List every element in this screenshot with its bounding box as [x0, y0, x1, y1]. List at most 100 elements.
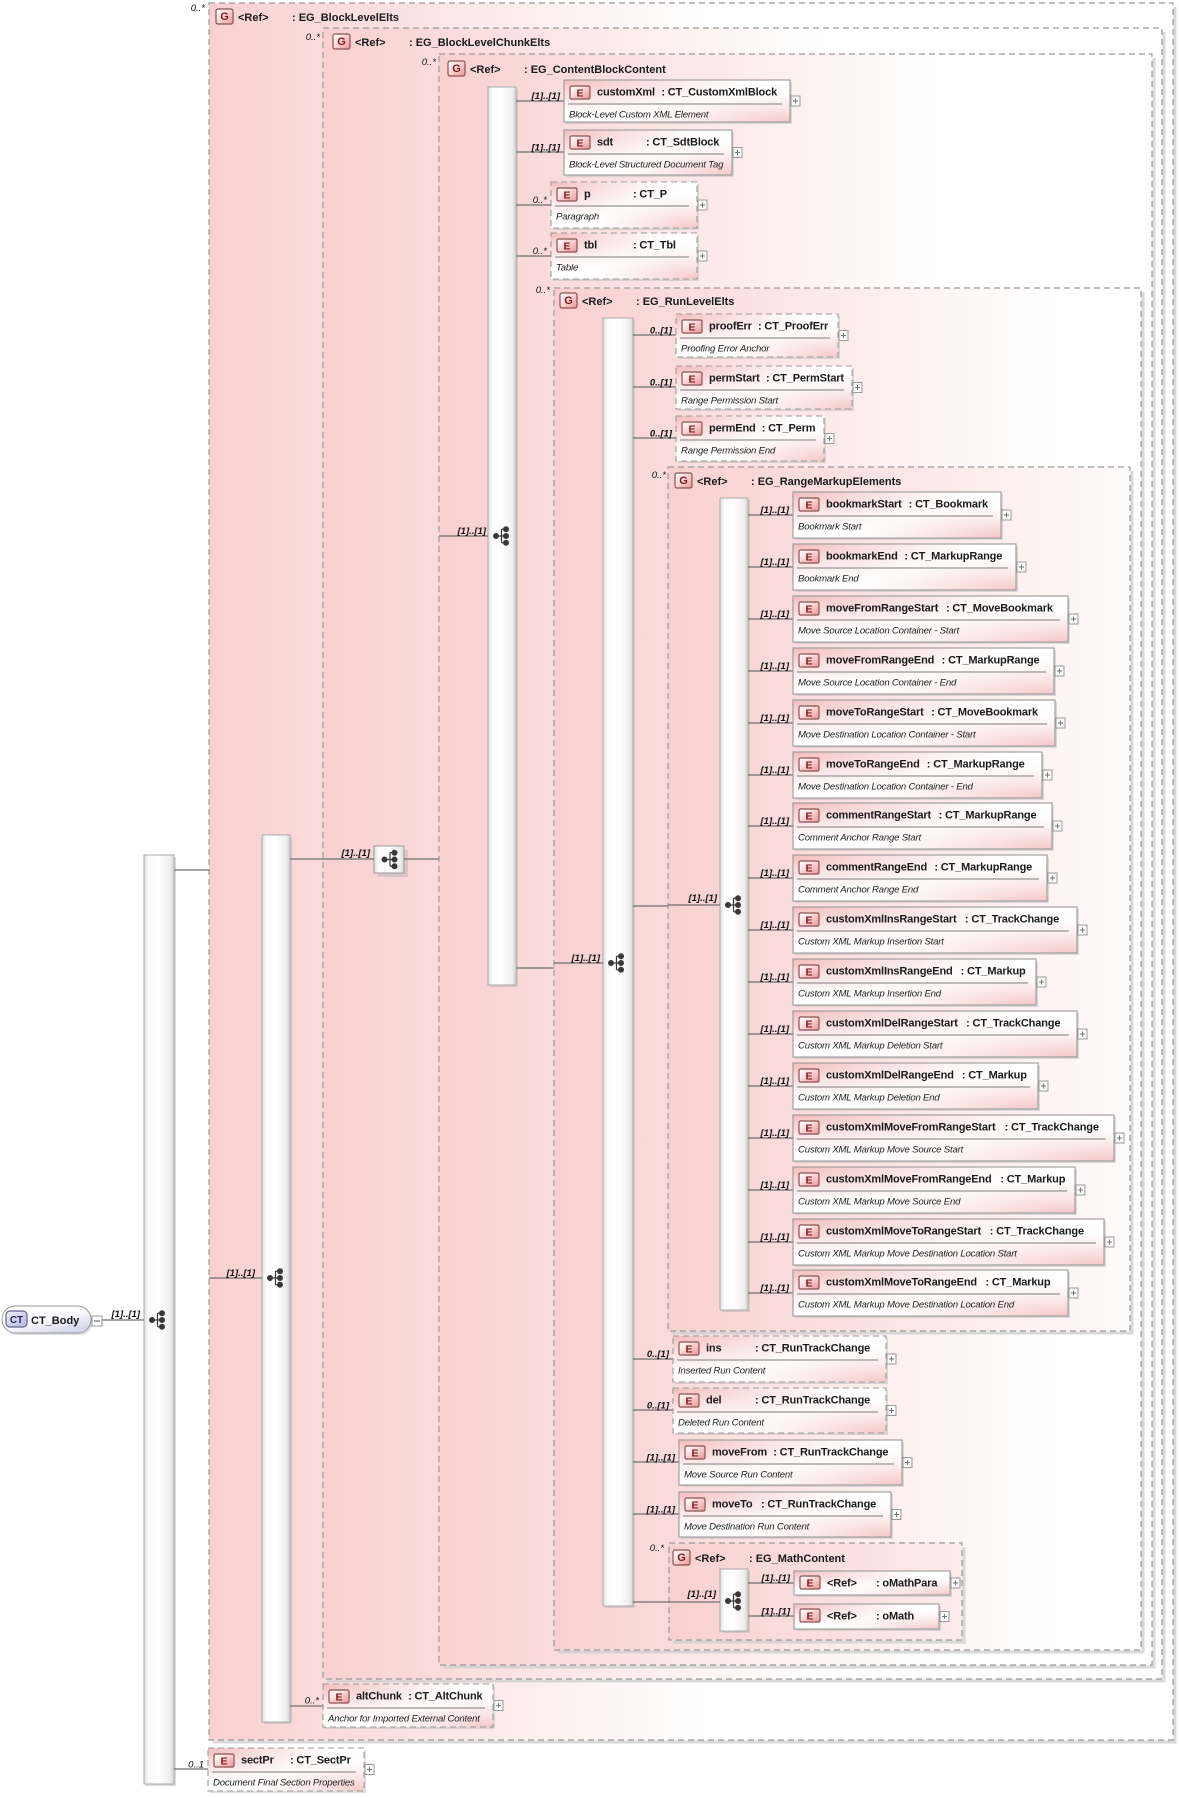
svg-text:[1]..[1]: [1]..[1]: [760, 1076, 790, 1087]
svg-text:G: G: [452, 63, 461, 75]
svg-text:E: E: [806, 1578, 813, 1590]
svg-text:: CT_MoveBookmark: : CT_MoveBookmark: [946, 603, 1054, 615]
svg-text:Bookmark Start: Bookmark Start: [798, 522, 862, 533]
svg-text:[1]..[1]: [1]..[1]: [646, 1453, 676, 1464]
svg-text:G: G: [679, 475, 688, 487]
svg-text:permEnd: permEnd: [709, 423, 756, 435]
svg-text:E: E: [805, 811, 812, 823]
svg-text:Deleted Run Content: Deleted Run Content: [678, 1418, 764, 1429]
svg-text:[1]..[1]: [1]..[1]: [760, 609, 790, 620]
svg-text:Range Permission Start: Range Permission Start: [681, 396, 778, 407]
svg-text:[1]..[1]: [1]..[1]: [761, 1607, 791, 1618]
svg-text:: CT_RunTrackChange: : CT_RunTrackChange: [773, 1447, 888, 1459]
svg-text:E: E: [805, 760, 812, 772]
svg-text:0..[1]: 0..[1]: [650, 326, 673, 337]
svg-text:G: G: [564, 295, 573, 307]
svg-text:[1]..[1]: [1]..[1]: [760, 765, 790, 776]
svg-text:E: E: [688, 322, 695, 334]
svg-text:customXmlMoveToRangeEnd: customXmlMoveToRangeEnd: [826, 1277, 977, 1289]
svg-text:<Ref>: <Ref>: [827, 1578, 857, 1590]
svg-text:: CT_TrackChange: : CT_TrackChange: [1005, 1122, 1099, 1134]
svg-text:0..*: 0..*: [536, 285, 551, 296]
svg-text:0..1: 0..1: [188, 1760, 204, 1771]
svg-text:Custom XML Markup Deletion End: Custom XML Markup Deletion End: [798, 1093, 940, 1104]
svg-text:0..[1]: 0..[1]: [650, 378, 673, 389]
svg-text:Move Source Location Container: Move Source Location Container - End: [798, 678, 957, 689]
svg-text:Range Permission End: Range Permission End: [681, 446, 776, 457]
svg-text:: CT_Markup: : CT_Markup: [985, 1277, 1050, 1289]
svg-text:Block-Level Custom XML Element: Block-Level Custom XML Element: [569, 110, 709, 121]
svg-text:tbl: tbl: [584, 240, 597, 252]
svg-text:Custom XML Markup Move Destina: Custom XML Markup Move Destination Locat…: [798, 1300, 1015, 1311]
svg-text:0..*: 0..*: [533, 195, 548, 206]
svg-text:customXmlDelRangeEnd: customXmlDelRangeEnd: [826, 1070, 954, 1082]
svg-text:Comment Anchor Range Start: Comment Anchor Range Start: [798, 833, 921, 844]
svg-text:E: E: [806, 1611, 813, 1623]
svg-text:Document Final Section Propert: Document Final Section Properties: [213, 1778, 355, 1789]
svg-text:: CT_Markup: : CT_Markup: [962, 1070, 1027, 1082]
svg-text:[1]..[1]: [1]..[1]: [571, 953, 601, 964]
svg-text:: CT_ProofErr: : CT_ProofErr: [758, 321, 829, 333]
svg-text:Table: Table: [556, 263, 578, 274]
svg-text:: CT_Perm: : CT_Perm: [762, 423, 816, 435]
svg-text:E: E: [805, 708, 812, 720]
svg-text:<Ref>: <Ref>: [695, 1553, 726, 1565]
svg-text:: CT_TrackChange: : CT_TrackChange: [965, 914, 1059, 926]
svg-text:commentRangeEnd: commentRangeEnd: [826, 862, 927, 874]
svg-text:: CT_TrackChange: : CT_TrackChange: [966, 1018, 1060, 1030]
svg-text:[1]..[1]: [1]..[1]: [760, 557, 790, 568]
svg-text:Custom XML Markup Move Destina: Custom XML Markup Move Destination Locat…: [798, 1249, 1017, 1260]
svg-text:: CT_Tbl: : CT_Tbl: [633, 240, 676, 252]
svg-text:G: G: [337, 36, 346, 48]
svg-text:E: E: [805, 604, 812, 616]
svg-text:: EG_BlockLevelElts: : EG_BlockLevelElts: [292, 12, 399, 24]
svg-text:: CT_MoveBookmark: : CT_MoveBookmark: [931, 707, 1039, 719]
svg-text:Move Source Location Container: Move Source Location Container - Start: [798, 626, 959, 637]
svg-text:: CT_P: : CT_P: [633, 189, 667, 201]
svg-text:: CT_Markup: : CT_Markup: [1000, 1174, 1065, 1186]
svg-text:Move Destination Location Cont: Move Destination Location Container - En…: [798, 782, 974, 793]
svg-text:0..*: 0..*: [191, 3, 206, 14]
svg-text:E: E: [805, 552, 812, 564]
svg-text:[1]..[1]: [1]..[1]: [226, 1268, 256, 1279]
svg-text:Move Destination Location Cont: Move Destination Location Container - St…: [798, 730, 976, 741]
svg-text:E: E: [576, 138, 583, 150]
svg-text:moveFromRangeEnd: moveFromRangeEnd: [826, 655, 934, 667]
svg-text:: EG_BlockLevelChunkElts: : EG_BlockLevelChunkElts: [409, 37, 550, 49]
svg-text:E: E: [691, 1500, 698, 1512]
svg-text:[1]..[1]: [1]..[1]: [646, 1505, 676, 1516]
svg-text:p: p: [584, 189, 591, 201]
svg-text:[1]..[1]: [1]..[1]: [688, 893, 718, 904]
svg-text:[1]..[1]: [1]..[1]: [760, 1180, 790, 1191]
svg-text:Anchor for Imported External C: Anchor for Imported External Content: [327, 1714, 480, 1725]
svg-text:: CT_SectPr: : CT_SectPr: [290, 1755, 352, 1767]
svg-text:[1]..[1]: [1]..[1]: [531, 143, 561, 154]
svg-text:0..[1]: 0..[1]: [647, 1349, 670, 1360]
svg-text:0..*: 0..*: [650, 1543, 665, 1554]
svg-text:Move Source Run Content: Move Source Run Content: [684, 1470, 793, 1481]
svg-text:0..*: 0..*: [652, 470, 667, 481]
svg-text:0..[1]: 0..[1]: [650, 429, 673, 440]
svg-text:moveToRangeEnd: moveToRangeEnd: [826, 759, 920, 771]
svg-text:G: G: [677, 1552, 686, 1564]
svg-text:: oMath: : oMath: [876, 1611, 914, 1623]
svg-text:0..*: 0..*: [305, 1696, 320, 1707]
svg-text:0..[1]: 0..[1]: [647, 1401, 670, 1412]
svg-text:E: E: [805, 1175, 812, 1187]
svg-text:bookmarkStart: bookmarkStart: [826, 499, 902, 511]
svg-text:altChunk: altChunk: [356, 1691, 403, 1703]
svg-text:[1]..[1]: [1]..[1]: [760, 713, 790, 724]
svg-text:<Ref>: <Ref>: [827, 1611, 857, 1623]
svg-text:E: E: [805, 656, 812, 668]
svg-text:[1]..[1]: [1]..[1]: [760, 505, 790, 516]
svg-text:moveToRangeStart: moveToRangeStart: [826, 707, 924, 719]
svg-text:<Ref>: <Ref>: [582, 296, 613, 308]
svg-text:: CT_RunTrackChange: : CT_RunTrackChange: [755, 1343, 870, 1355]
svg-text:E: E: [805, 863, 812, 875]
svg-text:bookmarkEnd: bookmarkEnd: [826, 551, 898, 563]
svg-text:CT_Body: CT_Body: [31, 1315, 80, 1327]
svg-text:Move Destination Run Content: Move Destination Run Content: [684, 1522, 810, 1533]
svg-text:E: E: [563, 190, 570, 202]
svg-text:: CT_CustomXmlBlock: : CT_CustomXmlBlock: [661, 87, 778, 99]
svg-text:E: E: [805, 967, 812, 979]
